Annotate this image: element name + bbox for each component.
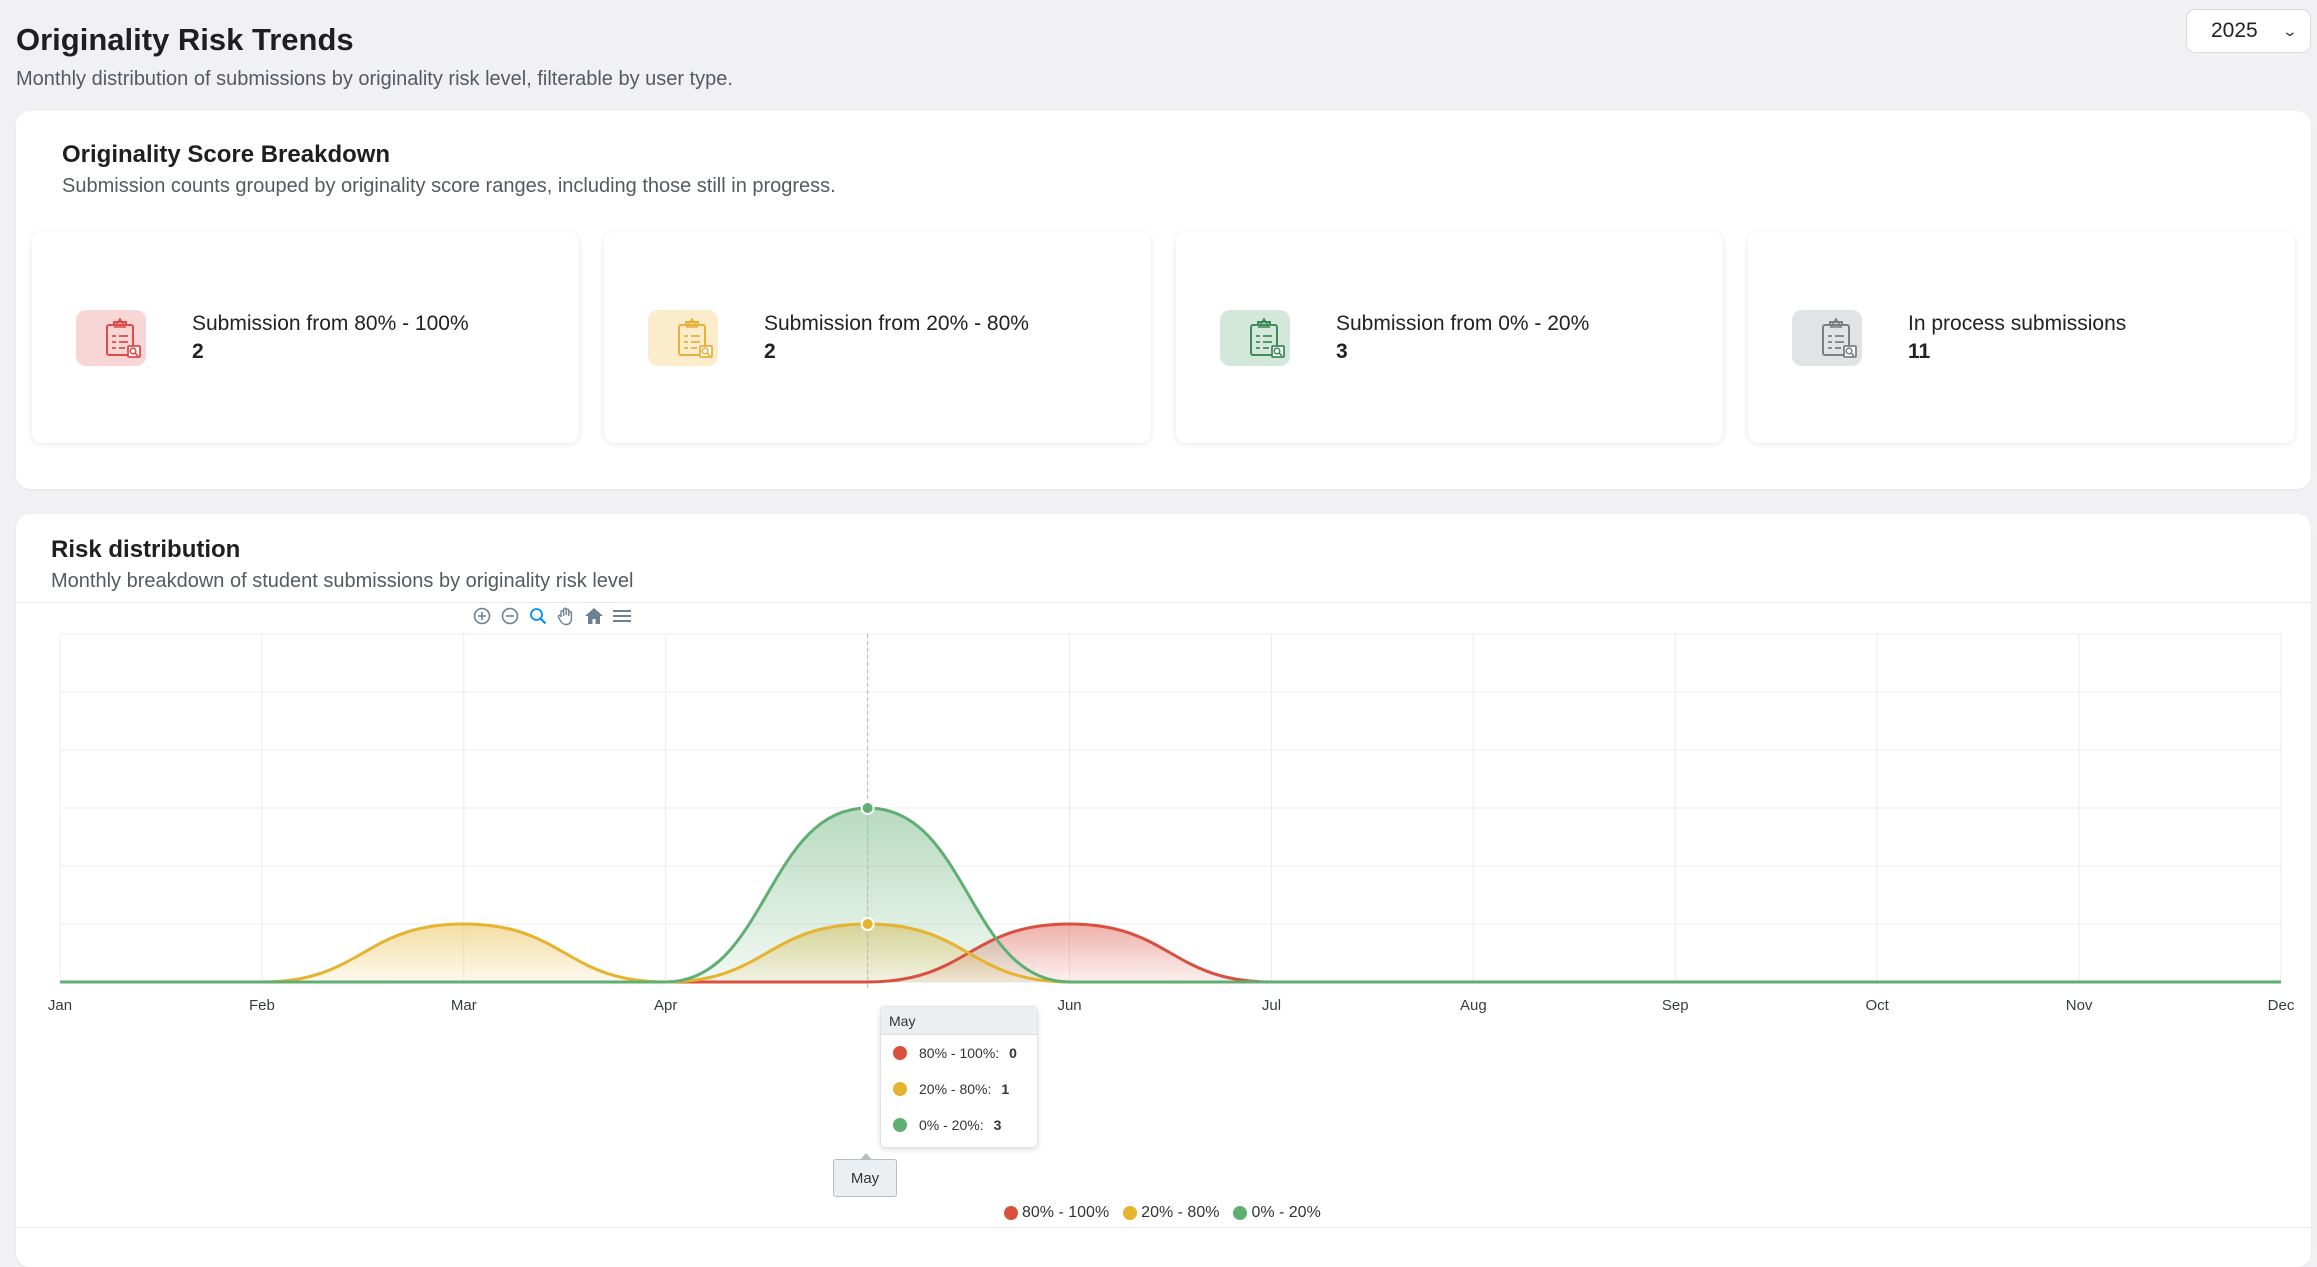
stat-label: Submission from 0% - 20% [1336,311,1590,335]
x-tick-label: Mar [451,997,477,1014]
tooltip-marker [893,1082,907,1096]
year-select-value: 2025 [2211,19,2258,42]
series-line [59,806,2281,984]
tooltip-label: 0% - 20%: [919,1117,984,1133]
tooltip-marker [893,1046,907,1060]
document-alert-icon [1792,309,1862,366]
stat-value: 11 [1908,339,1931,363]
legend-marker [1233,1206,1248,1220]
page-subtitle: Monthly distribution of submissions by o… [16,68,733,90]
tooltip-row: 20% - 80%: 1 [881,1071,1037,1107]
tooltip-label: 80% - 100%: [919,1045,1000,1061]
stat-card-high-risk: Submission from 80% - 100% 2 [32,232,579,443]
risk-distribution-card: Risk distribution Monthly breakdown of s… [16,514,2311,1267]
stat-value: 2 [192,339,204,363]
risk-subtitle: Monthly breakdown of student submissions… [51,570,634,592]
stat-value: 2 [764,339,776,363]
tooltip-value: 1 [1001,1081,1010,1097]
document-alert-icon [648,309,718,366]
stat-label: In process submissions [1908,311,2127,335]
chart-toolbar [472,606,632,626]
data-point-marker [860,801,875,815]
breakdown-title: Originality Score Breakdown [62,141,391,168]
legend-label: 0% - 20% [1251,1204,1321,1221]
legend-label: 80% - 100% [1022,1204,1110,1221]
document-alert-icon [76,309,146,366]
data-point-marker [860,917,875,931]
tooltip-value: 3 [993,1117,1002,1133]
x-tick-label: Feb [249,997,275,1014]
tooltip-value: 0 [1009,1045,1017,1061]
chart-legend: 80% - 100% 20% - 80% 0% - 20% [1004,1204,1321,1222]
legend-item[interactable]: 80% - 100% [1004,1204,1109,1222]
legend-label: 20% - 80% [1141,1204,1220,1221]
stat-label: Submission from 80% - 100% [192,311,469,335]
stat-card-medium-risk: Submission from 20% - 80% 2 [604,232,1151,443]
divider [16,1227,2311,1228]
home-reset-icon[interactable] [584,606,604,626]
legend-marker [1123,1206,1138,1220]
x-tick-label: Apr [654,997,677,1014]
divider [16,602,2311,603]
x-tick-label: Jul [1262,997,1281,1014]
risk-area-chart: Jan Feb Mar Apr Jun Jul Aug Sep Oct Nov Dec [48,633,2295,1014]
legend-item[interactable]: 0% - 20% [1233,1204,1321,1222]
stat-label: Submission from 20% - 80% [764,311,1029,335]
legend-marker [1004,1206,1018,1220]
x-tick-label: Jan [48,997,72,1014]
stat-card-in-process: In process submissions 11 [1748,232,2295,443]
x-tick-label: Nov [2066,997,2093,1014]
zoom-in-icon[interactable] [472,606,492,626]
chart-tooltip: May 80% - 100%: 0 20% - 80%: 1 0% - 20%:… [880,1006,1038,1148]
page-title: Originality Risk Trends [16,22,354,57]
legend-item[interactable]: 20% - 80% [1123,1204,1219,1222]
tooltip-marker [893,1118,907,1132]
pan-hand-icon[interactable] [556,606,576,626]
x-tick-label: Aug [1460,997,1487,1014]
tooltip-title: May [881,1007,1037,1035]
x-axis-crosshair-label: May [833,1153,897,1197]
score-breakdown-card: Originality Score Breakdown Submission c… [16,111,2311,489]
menu-icon[interactable] [612,606,632,626]
zoom-select-icon[interactable] [528,606,548,626]
x-tick-label: Dec [2268,997,2295,1014]
stat-row: Submission from 80% - 100% 2 Submission … [32,232,2295,443]
tooltip-row: 80% - 100%: 0 [881,1035,1037,1071]
page-header: Originality Risk Trends Monthly distribu… [16,22,733,91]
year-select[interactable]: 2025 ⌄ [2186,9,2311,53]
stat-value: 3 [1336,339,1348,363]
document-alert-icon [1220,309,1290,366]
tooltip-label: 20% - 80%: [919,1081,992,1097]
x-tick-label: Jun [1057,997,1081,1014]
chevron-down-icon: ⌄ [2281,22,2299,39]
risk-title: Risk distribution [51,536,241,563]
area-fill [60,924,2281,982]
stat-card-low-risk: Submission from 0% - 20% 3 [1176,232,1723,443]
breakdown-subtitle: Submission counts grouped by originality… [62,175,836,197]
x-tick-label: Oct [1866,997,1890,1014]
tooltip-row: 0% - 20%: 3 [881,1107,1037,1143]
x-tick-label: Sep [1662,997,1689,1014]
zoom-out-icon[interactable] [500,606,520,626]
